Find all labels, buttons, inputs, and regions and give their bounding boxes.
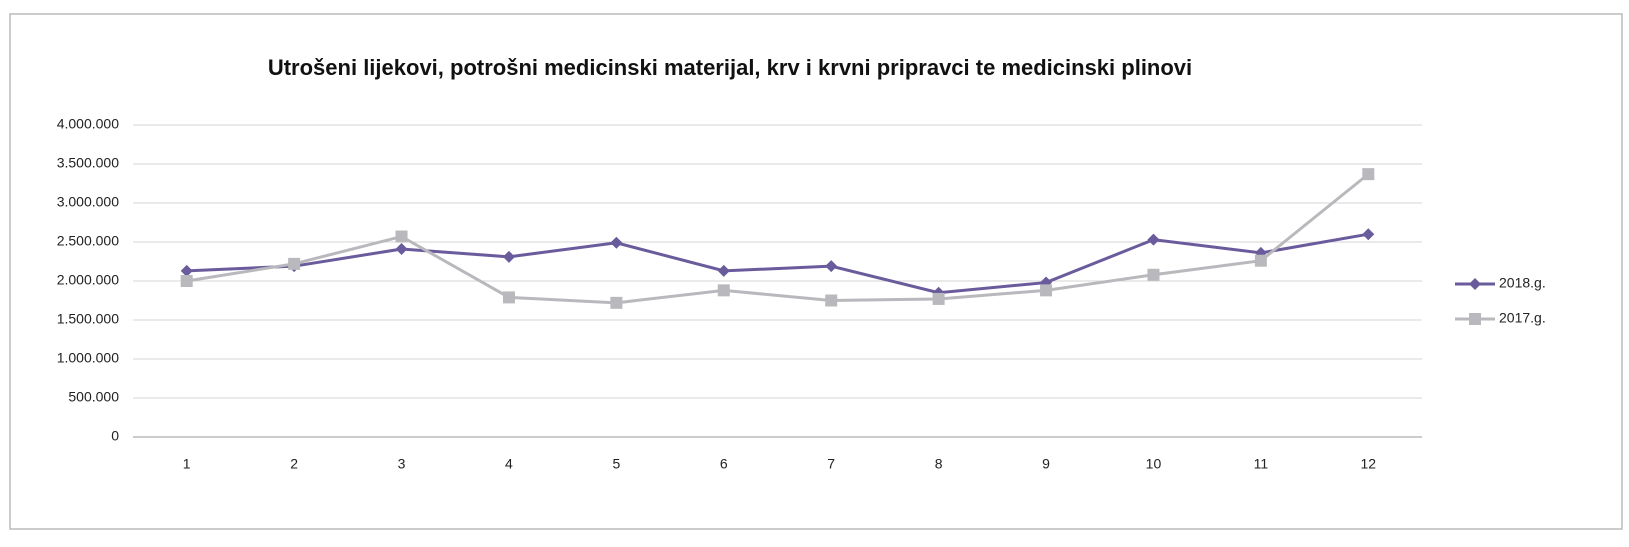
y-tick-label: 3.500.000 <box>57 155 119 171</box>
point <box>932 292 945 305</box>
point <box>1147 233 1160 246</box>
point <box>502 250 515 263</box>
y-tick-label: 3.000.000 <box>57 194 119 210</box>
x-tick-label: 5 <box>612 456 620 472</box>
x-tick-label: 7 <box>827 456 835 472</box>
legend-marker <box>1469 278 1481 290</box>
x-tick-label: 3 <box>398 456 406 472</box>
y-tick-label: 2.000.000 <box>57 272 119 288</box>
x-tick-label: 6 <box>720 456 728 472</box>
point <box>610 236 623 249</box>
point <box>610 296 623 309</box>
x-tick-label: 1 <box>183 456 191 472</box>
point <box>1040 284 1053 297</box>
point <box>717 284 730 297</box>
point <box>717 264 730 277</box>
x-tick-label: 10 <box>1146 456 1162 472</box>
point <box>395 243 408 256</box>
legend-label: 2018.g. <box>1499 275 1546 291</box>
point <box>180 275 193 287</box>
point <box>1254 254 1267 267</box>
y-tick-label: 2.500.000 <box>57 233 119 249</box>
point <box>1362 168 1375 181</box>
point <box>1147 268 1160 281</box>
y-tick-label: 500.000 <box>68 389 119 405</box>
point <box>180 264 193 277</box>
point <box>395 230 408 243</box>
legend-label: 2017.g. <box>1499 310 1546 326</box>
y-tick-label: 0 <box>111 428 119 444</box>
point <box>1254 246 1267 259</box>
point <box>502 291 515 304</box>
point <box>825 294 838 307</box>
chart-frame <box>9 13 1623 530</box>
point <box>288 257 301 270</box>
chart-title: Utrošeni lijekovi, potrošni medicinski m… <box>268 55 1192 80</box>
point <box>1362 228 1375 241</box>
y-tick-label: 4.000.000 <box>57 116 119 132</box>
x-tick-label: 12 <box>1361 456 1377 472</box>
x-tick-label: 4 <box>505 456 513 472</box>
series-line <box>186 172 1370 305</box>
x-tick-label: 9 <box>1042 456 1050 472</box>
legend-marker <box>1469 313 1481 325</box>
x-tick-label: 8 <box>935 456 943 472</box>
point <box>825 260 838 273</box>
series-line <box>186 232 1369 295</box>
y-tick-label: 1.500.000 <box>57 311 119 327</box>
x-tick-label: 2 <box>290 456 298 472</box>
x-tick-label: 11 <box>1254 456 1269 472</box>
y-tick-label: 1.000.000 <box>57 350 119 366</box>
